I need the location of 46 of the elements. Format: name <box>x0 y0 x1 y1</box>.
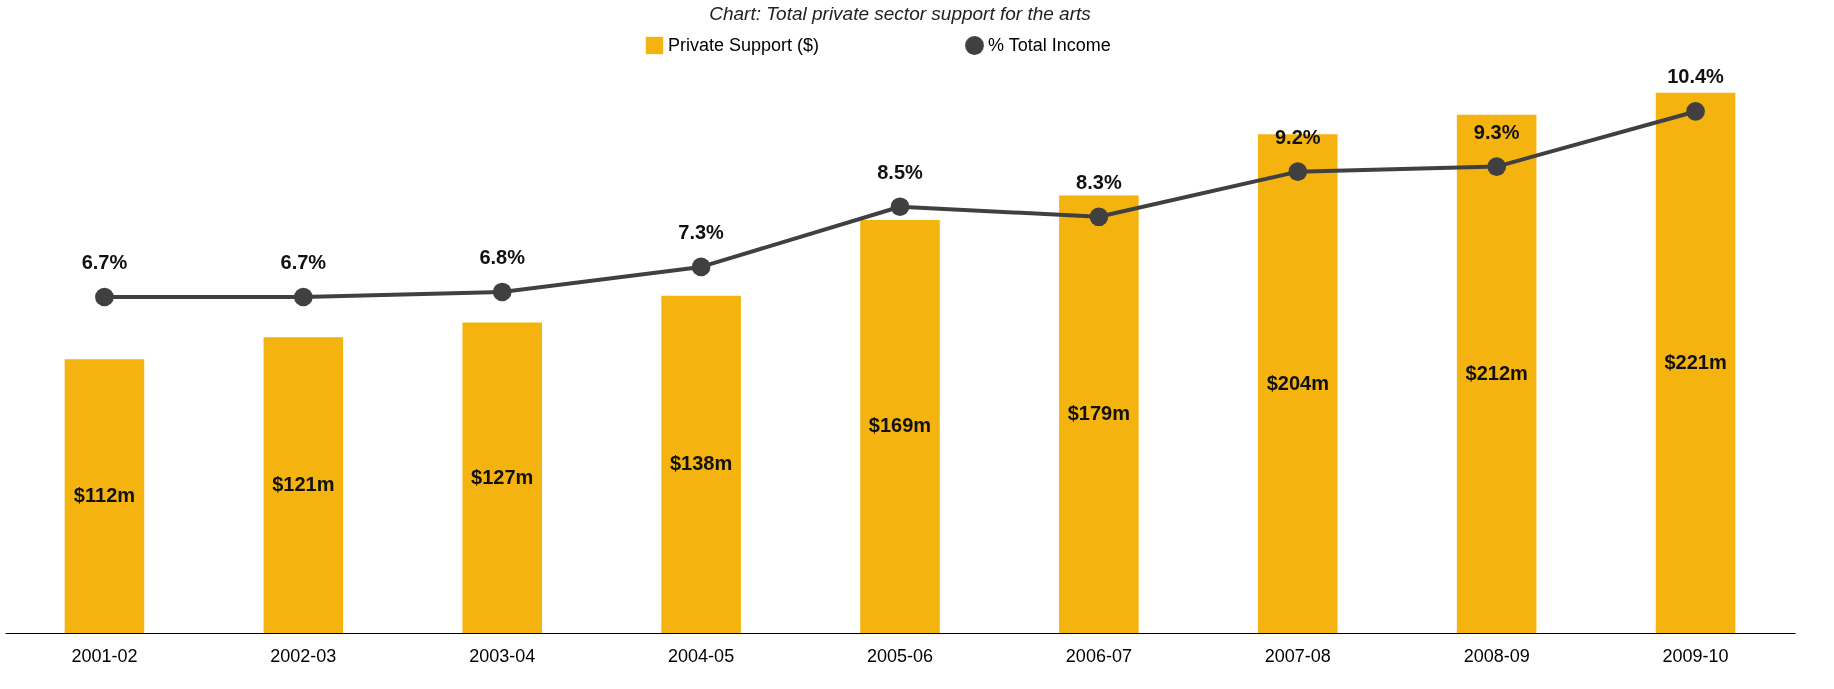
x-tick-label: 2001-02 <box>71 645 138 666</box>
x-tick-label: 2009-10 <box>1662 645 1729 666</box>
data-label: 7.3% <box>678 220 725 243</box>
point <box>95 287 114 307</box>
bar <box>1059 195 1139 633</box>
point <box>293 287 313 307</box>
data-label: 8.5% <box>877 160 924 183</box>
bar <box>263 337 344 633</box>
data-label: $179m <box>1067 402 1131 425</box>
legend-label: % Total Income <box>988 34 1111 55</box>
x-tick-label: 2007-08 <box>1264 645 1331 666</box>
chart-title: Chart: Total private sector support for the arts <box>709 3 1092 24</box>
legend-label: Private Support ($) <box>668 34 820 55</box>
data-label: 8.3% <box>1076 170 1122 193</box>
bar <box>1655 92 1736 633</box>
x-tick-label: 2006-07 <box>1065 645 1132 666</box>
point <box>1288 162 1308 181</box>
data-label: $212m <box>1465 361 1528 384</box>
point <box>492 282 512 302</box>
bar <box>860 219 940 633</box>
data-label: 10.4% <box>1667 65 1725 88</box>
data-label: $138m <box>669 452 733 475</box>
data-label: 6.7% <box>81 251 128 273</box>
bar <box>1456 114 1537 633</box>
data-label: 6.8% <box>479 245 526 268</box>
x-tick-label: 2002-03 <box>270 645 337 666</box>
bar <box>661 295 741 633</box>
x-tick-label: 2005-06 <box>866 645 934 666</box>
data-label: $169m <box>868 414 932 437</box>
point <box>890 197 910 217</box>
data-label: $204m <box>1266 371 1329 394</box>
data-label: 9.3% <box>1473 120 1520 143</box>
bar <box>64 359 145 633</box>
data-label: $221m <box>1664 350 1727 373</box>
x-tick-label: 2003-04 <box>469 645 536 666</box>
point <box>1487 157 1507 176</box>
data-label: $127m <box>471 465 534 488</box>
x-tick-label: 2008-09 <box>1463 645 1530 666</box>
point <box>691 257 711 277</box>
point <box>1089 207 1109 227</box>
data-label: $121m <box>272 473 335 496</box>
data-label: 6.7% <box>280 251 327 273</box>
point <box>1686 102 1705 121</box>
data-label: $112m <box>73 484 136 507</box>
bar <box>462 322 542 633</box>
x-tick-label: 2004-05 <box>668 645 735 666</box>
